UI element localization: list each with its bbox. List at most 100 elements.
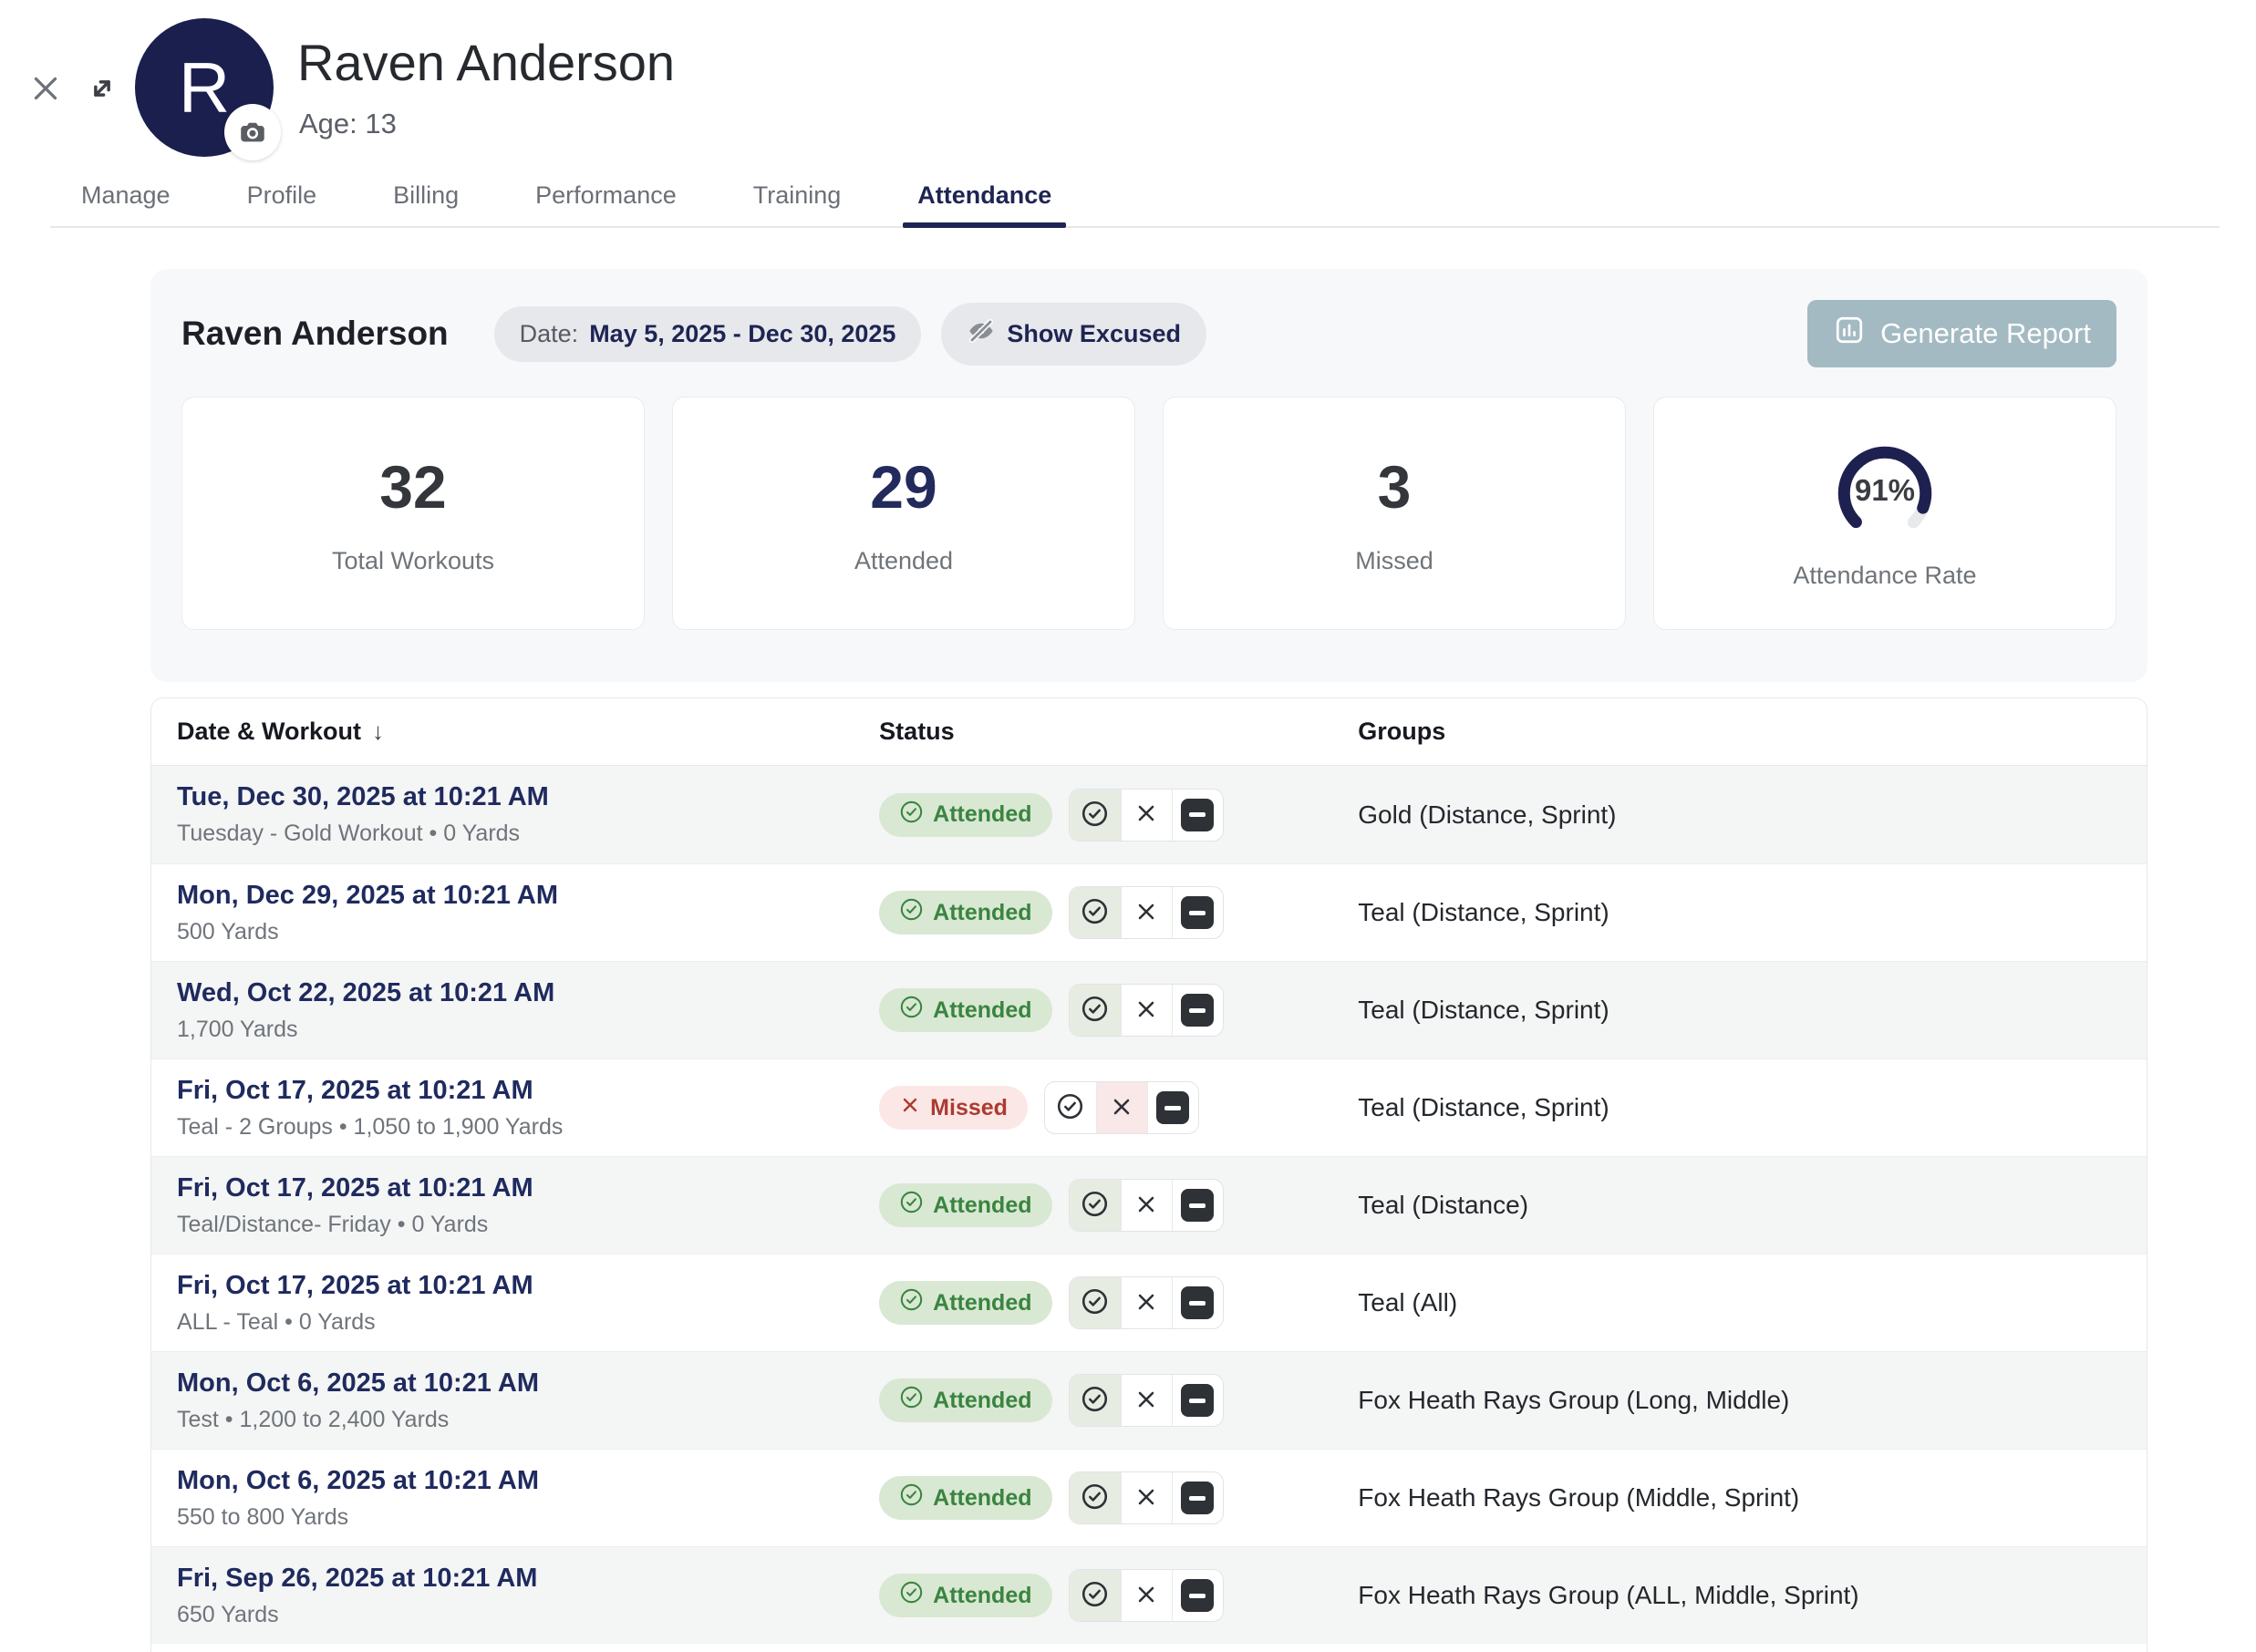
mark-attended-button[interactable]: [1069, 887, 1121, 938]
groups-text: Teal (Distance, Sprint): [1358, 996, 1609, 1024]
check-circle-icon: [1081, 1580, 1109, 1611]
mark-missed-button[interactable]: [1120, 1375, 1172, 1426]
status-label: Attended: [933, 1289, 1032, 1316]
status-badge: Attended: [879, 1183, 1052, 1227]
status-action-group: [1068, 886, 1224, 939]
workout-detail: Tuesday - Gold Workout • 0 Yards: [177, 821, 521, 846]
workout-date-link[interactable]: Wed, Oct 22, 2025 at 10:21 AM: [177, 977, 555, 1007]
mark-attended-button[interactable]: [1069, 1472, 1121, 1523]
athlete-name: Raven Anderson: [181, 315, 449, 352]
filter-row: Raven Anderson Date: May 5, 2025 - Dec 3…: [181, 300, 2116, 367]
mark-excused-button[interactable]: [1171, 1570, 1223, 1621]
groups-text: Fox Heath Rays Group (Middle, Sprint): [1358, 1483, 1800, 1512]
check-circle-icon: [899, 897, 924, 928]
close-button[interactable]: [27, 71, 64, 108]
tab-attendance[interactable]: Attendance: [903, 171, 1067, 228]
tabs: Manage Profile Billing Performance Training A…: [50, 171, 2220, 228]
workout-date-link[interactable]: Fri, Sep 26, 2025 at 10:21 AM: [177, 1563, 538, 1593]
workout-detail: 500 Yards: [177, 918, 279, 945]
total-workouts-label: Total Workouts: [331, 546, 495, 574]
mark-excused-button[interactable]: [1171, 887, 1223, 938]
tab-manage[interactable]: Manage: [67, 171, 185, 226]
minus-icon: [1181, 896, 1214, 929]
mark-missed-button[interactable]: [1120, 887, 1172, 938]
mark-attended-button[interactable]: [1069, 985, 1121, 1036]
column-header-groups: Groups: [1358, 718, 1446, 745]
mark-missed-button[interactable]: [1120, 1277, 1172, 1328]
x-icon: [1133, 1582, 1159, 1610]
mark-attended-button[interactable]: [1069, 1180, 1121, 1231]
attendance-table: Date & Workout ↓ Status Groups Tue, Dec …: [150, 697, 2147, 1652]
status-badge: Attended: [879, 1281, 1052, 1325]
workout-detail: 650 Yards: [177, 1601, 279, 1627]
mark-missed-button[interactable]: [1120, 1180, 1172, 1231]
groups-text: Teal (Distance, Sprint): [1358, 898, 1609, 926]
date-range-filter[interactable]: Date: May 5, 2025 - Dec 30, 2025: [493, 305, 922, 362]
mark-excused-button[interactable]: [1171, 789, 1223, 841]
change-photo-button[interactable]: [224, 104, 281, 160]
tab-performance[interactable]: Performance: [521, 171, 691, 226]
check-circle-icon: [1056, 1092, 1084, 1123]
status-badge: Attended: [879, 792, 1052, 837]
mark-missed-button[interactable]: [1120, 789, 1172, 841]
stat-card-missed: 3 Missed: [1163, 397, 1626, 630]
minus-icon: [1181, 798, 1214, 831]
status-badge: Attended: [879, 1476, 1052, 1520]
table-row: Fri, Oct 17, 2025 at 10:21 AM ALL - Teal…: [151, 1254, 2147, 1351]
mark-excused-button[interactable]: [1171, 1375, 1223, 1426]
mark-attended-button[interactable]: [1069, 1375, 1121, 1426]
attended-label: Attended: [854, 546, 954, 574]
attendance-rate-label: Attendance Rate: [1793, 561, 1977, 589]
status-action-group: [1068, 1471, 1224, 1524]
mark-missed-button[interactable]: [1120, 985, 1172, 1036]
attendance-gauge: 91%: [1827, 438, 1943, 549]
groups-text: Teal (Distance): [1358, 1191, 1529, 1219]
minus-icon: [1181, 1384, 1214, 1417]
mark-attended-button[interactable]: [1069, 1277, 1121, 1328]
mark-excused-button[interactable]: [1171, 1180, 1223, 1231]
check-circle-icon: [1081, 1190, 1109, 1221]
mark-missed-button[interactable]: [1120, 1472, 1172, 1523]
workout-date-link[interactable]: Mon, Dec 29, 2025 at 10:21 AM: [177, 880, 558, 910]
mark-excused-button[interactable]: [1146, 1082, 1198, 1133]
show-excused-toggle[interactable]: Show Excused: [941, 302, 1206, 366]
mark-attended-button[interactable]: [1069, 1570, 1121, 1621]
workout-date-link[interactable]: Tue, Dec 30, 2025 at 10:21 AM: [177, 782, 549, 811]
workout-date-link[interactable]: Fri, Oct 17, 2025 at 10:21 AM: [177, 1270, 533, 1300]
workout-date-link[interactable]: Mon, Oct 6, 2025 at 10:21 AM: [177, 1465, 540, 1495]
expand-button[interactable]: [84, 71, 120, 108]
tab-billing[interactable]: Billing: [378, 171, 473, 226]
total-workouts-value: 32: [379, 452, 447, 521]
table-row: Fri, Sep 26, 2025 at 10:21 AM 650 Yards …: [151, 1546, 2147, 1644]
generate-report-button[interactable]: Generate Report: [1807, 300, 2116, 367]
x-icon: [1133, 1484, 1159, 1513]
workout-date-link[interactable]: Mon, Oct 6, 2025 at 10:21 AM: [177, 1368, 540, 1398]
stat-card-total-workouts: 32 Total Workouts: [181, 397, 645, 630]
minus-icon: [1181, 1189, 1214, 1222]
tab-profile[interactable]: Profile: [233, 171, 332, 226]
mark-attended-button[interactable]: [1045, 1082, 1096, 1133]
camera-icon: [237, 116, 268, 150]
workout-date-link[interactable]: Fri, Oct 17, 2025 at 10:21 AM: [177, 1075, 533, 1105]
table-row: Fri, Oct 17, 2025 at 10:21 AM Teal/Dista…: [151, 1156, 2147, 1254]
groups-text: Fox Heath Rays Group (ALL, Middle, Sprin…: [1358, 1581, 1859, 1609]
sort-desc-icon[interactable]: ↓: [372, 718, 385, 745]
mark-excused-button[interactable]: [1171, 1472, 1223, 1523]
mark-missed-button[interactable]: [1095, 1082, 1147, 1133]
workout-date-link[interactable]: Fri, Oct 17, 2025 at 10:21 AM: [177, 1172, 533, 1203]
groups-text: Fox Heath Rays Group (Long, Middle): [1358, 1386, 1790, 1414]
mark-excused-button[interactable]: [1171, 985, 1223, 1036]
stat-card-attended: 29 Attended: [672, 397, 1135, 630]
mark-missed-button[interactable]: [1120, 1570, 1172, 1621]
workout-detail: Test • 1,200 to 2,400 Yards: [177, 1406, 450, 1432]
workout-detail: 550 to 800 Yards: [177, 1503, 349, 1530]
workout-detail: 1,700 Yards: [177, 1016, 298, 1042]
minus-icon: [1181, 1579, 1214, 1612]
mark-excused-button[interactable]: [1171, 1277, 1223, 1328]
window-controls: [27, 71, 120, 108]
tab-training[interactable]: Training: [739, 171, 856, 226]
minus-icon: [1181, 1286, 1214, 1319]
x-icon: [1109, 1094, 1134, 1122]
status-label: Attended: [933, 996, 1032, 1023]
mark-attended-button[interactable]: [1069, 789, 1121, 841]
